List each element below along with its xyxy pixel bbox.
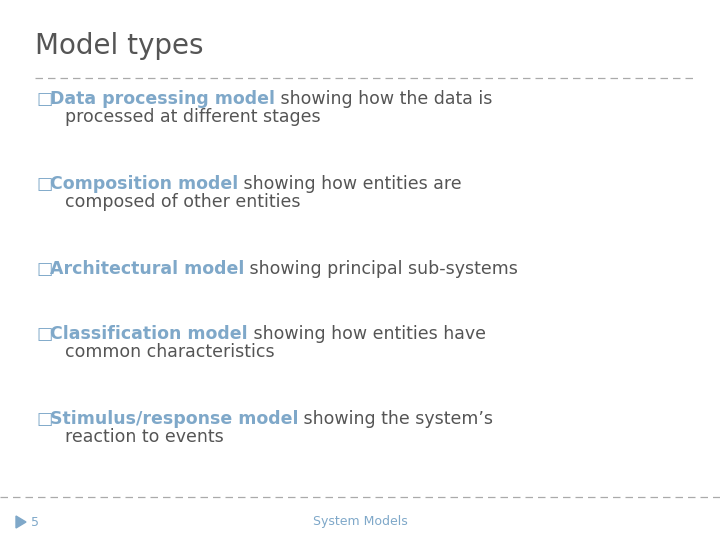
Text: processed at different stages: processed at different stages — [65, 108, 320, 126]
Text: Architectural model: Architectural model — [50, 260, 244, 278]
Text: System Models: System Models — [312, 516, 408, 529]
Text: □: □ — [36, 260, 53, 278]
Text: reaction to events: reaction to events — [65, 428, 224, 446]
Text: common characteristics: common characteristics — [65, 343, 274, 361]
Text: Model types: Model types — [35, 32, 204, 60]
Text: □: □ — [36, 90, 53, 108]
Text: showing how entities have: showing how entities have — [248, 325, 485, 343]
Text: showing how the data is: showing how the data is — [275, 90, 492, 108]
Text: □: □ — [36, 410, 53, 428]
Text: Classification model: Classification model — [50, 325, 248, 343]
Text: Data processing model: Data processing model — [50, 90, 275, 108]
Text: showing the system’s: showing the system’s — [299, 410, 493, 428]
Text: □: □ — [36, 175, 53, 193]
Text: Stimulus/response model: Stimulus/response model — [50, 410, 299, 428]
Text: showing principal sub-systems: showing principal sub-systems — [244, 260, 518, 278]
Text: showing how entities are: showing how entities are — [238, 175, 462, 193]
Text: Composition model: Composition model — [50, 175, 238, 193]
Text: 5: 5 — [31, 516, 39, 529]
Polygon shape — [16, 516, 26, 528]
Text: composed of other entities: composed of other entities — [65, 193, 300, 211]
Text: □: □ — [36, 325, 53, 343]
